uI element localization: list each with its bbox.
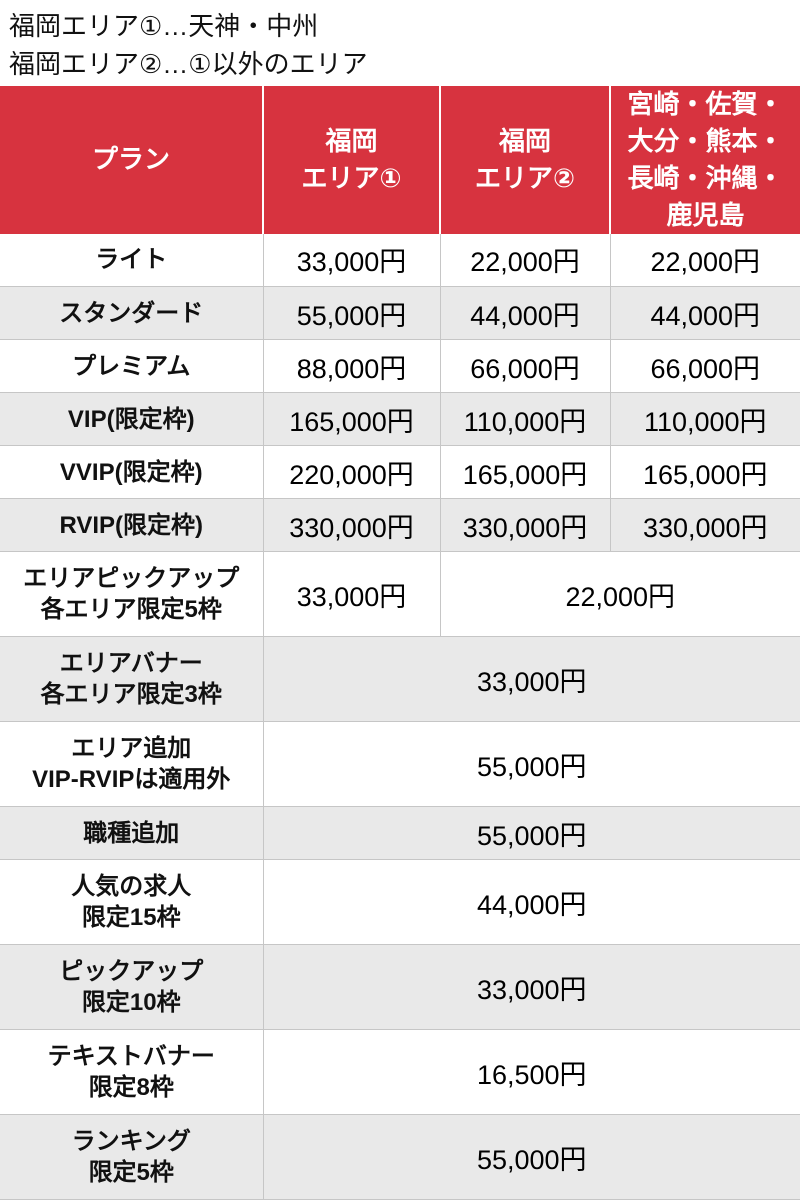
header-plan: プラン <box>0 86 264 234</box>
price-cell-merged: 16,500円 <box>263 1029 800 1116</box>
price-cell: 33,000円 <box>263 233 441 288</box>
price-cell: 330,000円 <box>440 498 611 553</box>
row-light: ライト 33,000円 22,000円 22,000円 <box>0 233 800 288</box>
plan-cell: エリアピックアップ 各エリア限定5枠 <box>0 551 264 638</box>
price-cell-merged: 33,000円 <box>263 636 800 723</box>
price-cell: 66,000円 <box>610 339 800 394</box>
note-fukuoka-area2: 福岡エリア②…①以外のエリア <box>9 49 368 79</box>
price-cell-merged: 22,000円 <box>440 551 800 638</box>
plan-cell: ライト <box>0 233 264 288</box>
row-area-banner: エリアバナー 各エリア限定3枠 33,000円 <box>0 636 800 723</box>
header-other-prefectures: 宮崎・佐賀・大分・熊本・長崎・沖縄・鹿児島 <box>610 86 800 234</box>
price-cell: 22,000円 <box>440 233 611 288</box>
plan-cell: ピックアップ 限定10枠 <box>0 944 264 1031</box>
row-job-type-add: 職種追加 55,000円 <box>0 806 800 861</box>
header-fukuoka-area1: 福岡 エリア① <box>263 86 441 234</box>
note-fukuoka-area1: 福岡エリア①…天神・中州 <box>9 11 319 41</box>
row-vvip: VVIP(限定枠) 220,000円 165,000円 165,000円 <box>0 445 800 500</box>
plan-cell: プレミアム <box>0 339 264 394</box>
price-cell: 88,000円 <box>263 339 441 394</box>
price-cell-merged: 55,000円 <box>263 721 800 808</box>
header-row: プラン 福岡 エリア① 福岡 エリア② 宮崎・佐賀・大分・熊本・長崎・沖縄・鹿児… <box>0 86 800 234</box>
price-cell: 165,000円 <box>440 445 611 500</box>
price-cell-merged: 55,000円 <box>263 806 800 861</box>
price-cell: 330,000円 <box>610 498 800 553</box>
row-rvip: RVIP(限定枠) 330,000円 330,000円 330,000円 <box>0 498 800 553</box>
row-premium: プレミアム 88,000円 66,000円 66,000円 <box>0 339 800 394</box>
plan-cell: 職種追加 <box>0 806 264 861</box>
price-cell: 110,000円 <box>610 392 800 447</box>
row-ranking: ランキング 限定5枠 55,000円 <box>0 1114 800 1200</box>
header-fukuoka-area2: 福岡 エリア② <box>440 86 611 234</box>
row-vip: VIP(限定枠) 165,000円 110,000円 110,000円 <box>0 392 800 447</box>
price-cell: 33,000円 <box>263 551 441 638</box>
price-cell: 44,000円 <box>610 286 800 341</box>
row-area-pickup: エリアピックアップ 各エリア限定5枠 33,000円 22,000円 <box>0 551 800 638</box>
area-notes: 福岡エリア①…天神・中州 福岡エリア②…①以外のエリア <box>0 0 800 86</box>
plan-cell: テキストバナー 限定8枠 <box>0 1029 264 1116</box>
price-cell: 55,000円 <box>263 286 441 341</box>
row-popular-jobs: 人気の求人 限定15枠 44,000円 <box>0 859 800 946</box>
price-cell: 220,000円 <box>263 445 441 500</box>
price-cell: 66,000円 <box>440 339 611 394</box>
row-text-banner: テキストバナー 限定8枠 16,500円 <box>0 1029 800 1116</box>
plan-cell: VVIP(限定枠) <box>0 445 264 500</box>
row-pickup: ピックアップ 限定10枠 33,000円 <box>0 944 800 1031</box>
price-cell-merged: 33,000円 <box>263 944 800 1031</box>
price-cell: 110,000円 <box>440 392 611 447</box>
plan-cell: VIP(限定枠) <box>0 392 264 447</box>
price-cell: 165,000円 <box>263 392 441 447</box>
plan-cell: 人気の求人 限定15枠 <box>0 859 264 946</box>
plan-cell: ランキング 限定5枠 <box>0 1114 264 1200</box>
plan-cell: スタンダード <box>0 286 264 341</box>
price-cell: 44,000円 <box>440 286 611 341</box>
plan-cell: エリアバナー 各エリア限定3枠 <box>0 636 264 723</box>
row-area-add: エリア追加 VIP-RVIPは適用外 55,000円 <box>0 721 800 808</box>
price-cell: 22,000円 <box>610 233 800 288</box>
pricing-table: プラン 福岡 エリア① 福岡 エリア② 宮崎・佐賀・大分・熊本・長崎・沖縄・鹿児… <box>0 86 800 1200</box>
price-cell-merged: 55,000円 <box>263 1114 800 1200</box>
plan-cell: エリア追加 VIP-RVIPは適用外 <box>0 721 264 808</box>
plan-cell: RVIP(限定枠) <box>0 498 264 553</box>
price-cell: 165,000円 <box>610 445 800 500</box>
price-cell: 330,000円 <box>263 498 441 553</box>
price-cell-merged: 44,000円 <box>263 859 800 946</box>
row-standard: スタンダード 55,000円 44,000円 44,000円 <box>0 286 800 341</box>
